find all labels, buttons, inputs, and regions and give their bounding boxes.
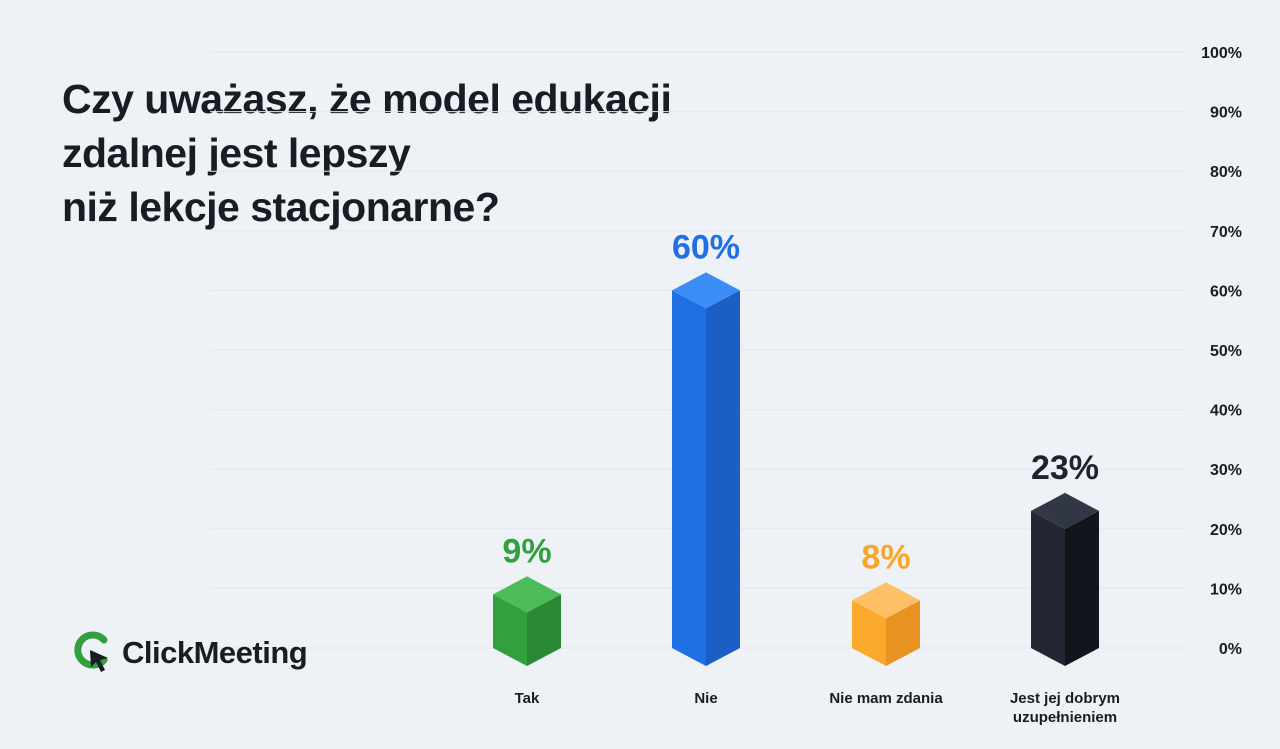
y-tick-label: 70% — [1210, 224, 1242, 241]
bar-side-face — [886, 600, 920, 666]
bar-side-face — [706, 290, 740, 666]
bar-front-face — [1031, 510, 1065, 666]
bar-value-label: 60% — [672, 228, 740, 266]
bar-front-face — [493, 594, 527, 666]
bar-top-face — [1031, 492, 1099, 529]
bar-value-label: 23% — [1031, 449, 1099, 487]
x-category-label: Tak — [515, 690, 540, 707]
x-category-label: Nie mam zdania — [829, 690, 943, 707]
bar-top-face — [852, 582, 920, 619]
y-tick-label: 30% — [1210, 462, 1242, 479]
bar-top-face — [672, 272, 740, 309]
y-tick-label: 50% — [1210, 343, 1242, 360]
chart-title: Czy uważasz, że model edukacji zdalnej j… — [62, 72, 822, 234]
x-category-label: Jest jej dobrym — [1010, 690, 1120, 707]
chart-title-line-3: niż lekcje stacjonarne? — [62, 184, 500, 230]
brand-logo: ClickMeeting — [74, 630, 308, 676]
chart-title-line-1: Czy uważasz, że model edukacji — [62, 76, 672, 122]
y-tick-label: 10% — [1210, 581, 1242, 598]
y-tick-label: 60% — [1210, 283, 1242, 300]
bar-top-face — [493, 576, 561, 613]
y-tick-label: 90% — [1210, 105, 1242, 122]
bar-value-label: 8% — [861, 538, 910, 576]
y-tick-label: 0% — [1219, 641, 1242, 658]
bar-side-face — [527, 594, 561, 666]
y-tick-label: 100% — [1201, 45, 1242, 62]
x-category-label: uzupełnieniem — [1013, 709, 1117, 726]
bar-value-label: 9% — [502, 532, 551, 570]
y-tick-label: 40% — [1210, 403, 1242, 420]
y-tick-label: 20% — [1210, 522, 1242, 539]
clickmeeting-logo-icon — [74, 631, 108, 672]
y-tick-label: 80% — [1210, 164, 1242, 181]
bar-front-face — [852, 600, 886, 666]
chart-title-line-2: zdalnej jest lepszy — [62, 130, 411, 176]
bar-front-face — [672, 290, 706, 666]
bar-side-face — [1065, 510, 1099, 666]
brand-name: ClickMeeting — [122, 635, 308, 670]
x-category-label: Nie — [694, 690, 717, 707]
